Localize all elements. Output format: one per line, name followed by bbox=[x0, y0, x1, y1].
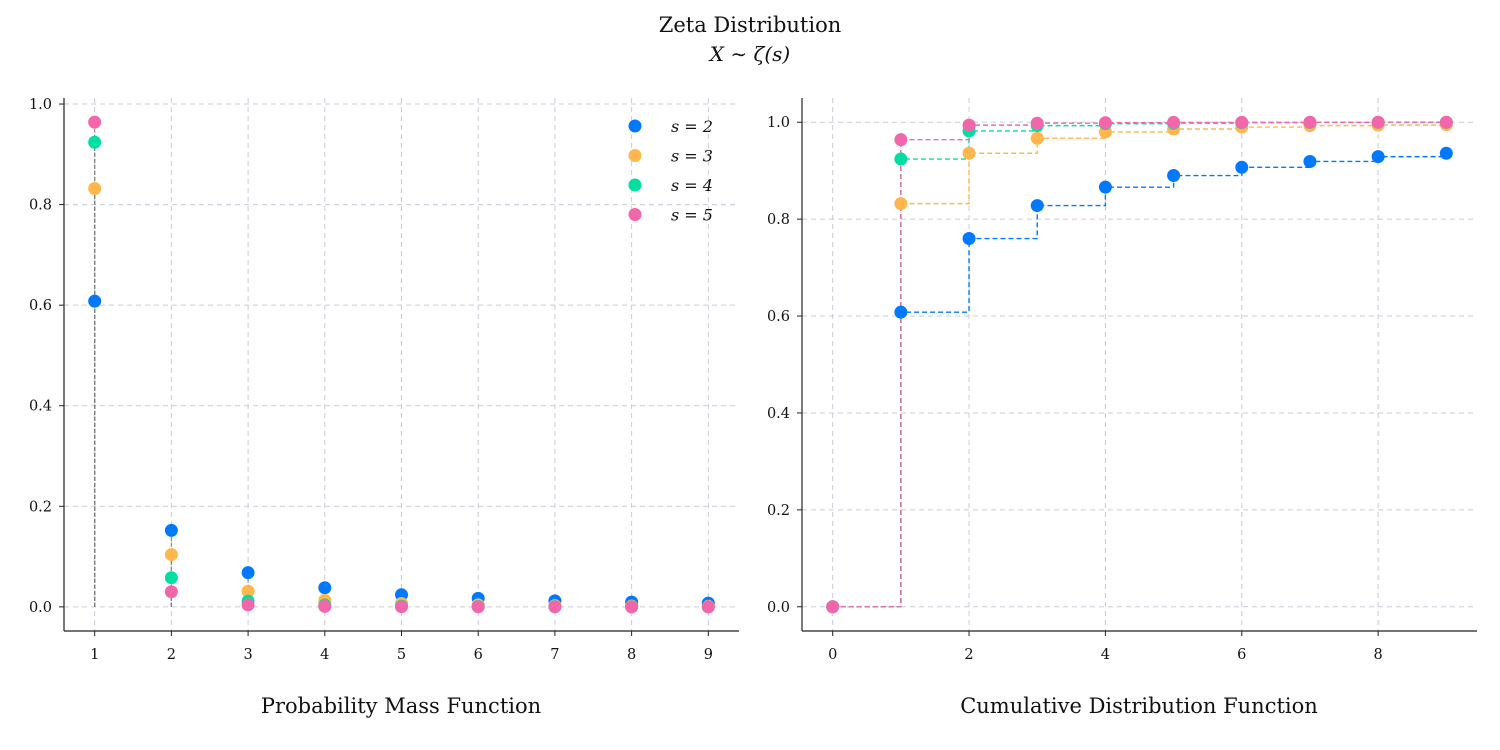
legend-marker bbox=[628, 208, 642, 221]
data-point bbox=[1167, 169, 1181, 183]
x-tick-label: 1 bbox=[90, 647, 99, 663]
data-point bbox=[1235, 160, 1249, 174]
data-point bbox=[88, 115, 102, 129]
data-point bbox=[1235, 115, 1249, 129]
data-point bbox=[88, 294, 102, 308]
data-point bbox=[88, 182, 102, 196]
y-tick-label: 0.0 bbox=[29, 600, 52, 616]
figure-title: Zeta Distribution bbox=[659, 13, 841, 37]
data-point bbox=[318, 599, 332, 613]
y-tick-label: 1.0 bbox=[29, 97, 52, 113]
legend-label: s = 3 bbox=[671, 147, 713, 166]
x-tick-label: 6 bbox=[1237, 647, 1246, 663]
data-point bbox=[1371, 150, 1385, 164]
data-point bbox=[1439, 146, 1453, 160]
y-tick-label: 0.6 bbox=[767, 309, 790, 325]
legend-label: s = 5 bbox=[671, 206, 713, 225]
data-point bbox=[241, 598, 255, 612]
y-tick-label: 0.6 bbox=[29, 298, 52, 314]
data-point bbox=[1098, 180, 1112, 194]
y-tick-label: 0.8 bbox=[29, 198, 52, 214]
figure-subtitle: X ∼ ζ(s) bbox=[708, 42, 790, 66]
data-point bbox=[962, 118, 976, 132]
series-line bbox=[832, 121, 1447, 608]
cdf-xlabel: Cumulative Distribution Function bbox=[960, 694, 1318, 718]
x-tick-label: 5 bbox=[397, 647, 406, 663]
data-point bbox=[241, 584, 255, 598]
y-tick-label: 0.2 bbox=[29, 499, 52, 515]
data-point bbox=[1030, 116, 1044, 130]
data-point bbox=[164, 585, 178, 599]
data-point bbox=[471, 600, 485, 614]
data-point bbox=[701, 600, 715, 614]
series-line bbox=[832, 153, 1448, 608]
data-point bbox=[894, 152, 908, 166]
x-tick-label: 0 bbox=[828, 647, 837, 663]
x-tick-label: 4 bbox=[320, 647, 329, 663]
data-point bbox=[548, 600, 562, 614]
data-point bbox=[894, 133, 908, 147]
cdf-chart: 0 2 4 6 8 0.0 0.2 0.4 0.6 0.8 1.0 bbox=[767, 98, 1477, 663]
data-point bbox=[625, 600, 639, 614]
y-tick-label: 1.0 bbox=[767, 115, 790, 131]
legend-marker bbox=[628, 149, 642, 162]
data-point bbox=[1303, 115, 1317, 129]
data-point bbox=[1303, 154, 1317, 168]
data-point bbox=[395, 600, 408, 614]
data-point bbox=[826, 600, 840, 614]
data-point bbox=[1030, 131, 1044, 145]
data-point bbox=[1439, 115, 1453, 129]
x-tick-label: 8 bbox=[1374, 647, 1383, 663]
data-point bbox=[1030, 199, 1044, 213]
y-tick-label: 0.8 bbox=[767, 212, 790, 228]
x-tick-label: 8 bbox=[627, 647, 636, 663]
x-tick-label: 3 bbox=[243, 647, 252, 663]
pmf-chart: 1 2 3 4 5 6 7 8 9 0.0 0.2 0.4 0.6 0.8 1.0 s = 2 s = 3 s =… bbox=[29, 97, 739, 663]
y-tick-label: 0.2 bbox=[767, 503, 790, 519]
legend-marker bbox=[628, 119, 642, 133]
data-point bbox=[1098, 116, 1112, 130]
data-point bbox=[1371, 115, 1385, 129]
x-tick-label: 2 bbox=[964, 647, 973, 663]
data-point bbox=[164, 548, 178, 562]
data-point bbox=[164, 523, 178, 537]
legend-label: s = 2 bbox=[671, 117, 713, 136]
series-line bbox=[832, 124, 1448, 608]
y-tick-label: 0.4 bbox=[29, 399, 52, 415]
pmf-xlabel: Probability Mass Function bbox=[261, 694, 541, 718]
data-point bbox=[1167, 115, 1181, 129]
data-point bbox=[318, 581, 332, 595]
y-tick-label: 0.4 bbox=[767, 406, 790, 422]
series-line bbox=[832, 121, 1448, 608]
y-tick-label: 0.0 bbox=[767, 600, 790, 616]
data-point bbox=[894, 197, 908, 211]
x-tick-label: 4 bbox=[1101, 647, 1110, 663]
data-point bbox=[962, 146, 976, 160]
data-point bbox=[164, 571, 178, 585]
x-tick-label: 6 bbox=[474, 647, 483, 663]
data-point bbox=[88, 135, 102, 149]
data-point bbox=[962, 232, 976, 246]
data-point bbox=[241, 566, 255, 580]
data-point bbox=[894, 305, 908, 319]
legend-marker bbox=[628, 178, 642, 192]
x-tick-label: 2 bbox=[167, 647, 176, 663]
x-tick-label: 7 bbox=[550, 647, 559, 663]
x-tick-label: 9 bbox=[704, 647, 713, 663]
legend-label: s = 4 bbox=[671, 176, 713, 195]
